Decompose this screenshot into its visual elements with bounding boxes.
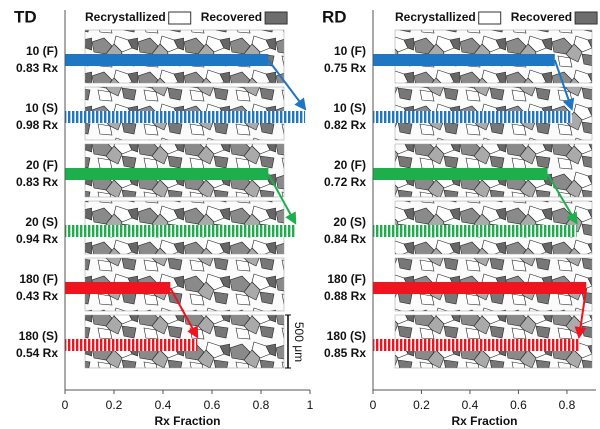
bar	[65, 282, 171, 294]
x-tick-label: 0.2	[413, 398, 430, 412]
bar	[65, 54, 269, 66]
x-tick-label: 0.6	[204, 398, 221, 412]
legend-swatch	[168, 11, 192, 25]
value-label: 0.75 Rx	[324, 61, 366, 75]
row-label: 20 (S)	[25, 215, 58, 229]
legend-swatch	[478, 11, 502, 25]
row-label: 10 (S)	[333, 101, 366, 115]
value-label: 0.72 Rx	[324, 175, 366, 189]
x-tick-label: 0.4	[462, 398, 479, 412]
x-tick-label: 0	[370, 398, 377, 412]
x-axis-title: Rx Fraction	[451, 414, 517, 428]
x-tick-label: 0	[62, 398, 69, 412]
arrow	[267, 59, 307, 111]
arrow	[546, 173, 578, 225]
value-label: 0.88 Rx	[324, 289, 366, 303]
legend-label: Recovered	[201, 10, 262, 24]
value-label: 0.84 Rx	[324, 232, 366, 246]
row-label: 20 (F)	[334, 158, 366, 172]
legend-label: Recrystallized	[395, 10, 476, 24]
x-tick-label: 0.2	[106, 398, 123, 412]
bar	[373, 282, 587, 294]
legend-label: Recrystallized	[85, 10, 166, 24]
row-label: 180 (F)	[19, 272, 58, 286]
bar	[65, 168, 269, 180]
arrow	[574, 287, 588, 339]
row-label: 20 (S)	[333, 215, 366, 229]
bar	[373, 54, 555, 66]
value-label: 0.83 Rx	[16, 175, 58, 189]
x-axis-title: Rx Fraction	[154, 414, 220, 428]
bar	[373, 111, 572, 123]
value-label: 0.82 Rx	[324, 118, 366, 132]
value-label: 0.43 Rx	[16, 289, 58, 303]
arrow	[267, 173, 297, 225]
row-label: 20 (F)	[26, 158, 58, 172]
value-label: 0.85 Rx	[324, 346, 366, 360]
bar	[65, 339, 198, 351]
bar	[65, 225, 296, 237]
legend-label: Recovered	[511, 10, 572, 24]
scale-label: 500 μm	[292, 322, 306, 362]
value-label: 0.94 Rx	[16, 232, 58, 246]
bar	[65, 111, 306, 123]
bar	[373, 225, 577, 237]
arrow	[553, 59, 575, 111]
bar	[373, 168, 548, 180]
value-label: 0.54 Rx	[16, 346, 58, 360]
legend-swatch	[574, 11, 598, 25]
legend-swatch	[264, 11, 288, 25]
x-tick-label: 0.8	[253, 398, 270, 412]
arrow	[169, 287, 199, 339]
panel-title: TD	[14, 7, 37, 26]
value-label: 0.83 Rx	[16, 61, 58, 75]
x-tick-label: 1	[307, 398, 314, 412]
row-label: 180 (S)	[327, 329, 366, 343]
x-tick-label: 0.6	[510, 398, 527, 412]
row-label: 180 (S)	[19, 329, 58, 343]
row-label: 10 (S)	[25, 101, 58, 115]
panel-title: RD	[322, 7, 347, 26]
row-label: 10 (F)	[26, 44, 58, 58]
row-label: 10 (F)	[334, 44, 366, 58]
x-tick-label: 0.4	[155, 398, 172, 412]
value-label: 0.98 Rx	[16, 118, 58, 132]
bar	[373, 339, 580, 351]
row-label: 180 (F)	[327, 272, 366, 286]
x-tick-label: 0.8	[559, 398, 576, 412]
